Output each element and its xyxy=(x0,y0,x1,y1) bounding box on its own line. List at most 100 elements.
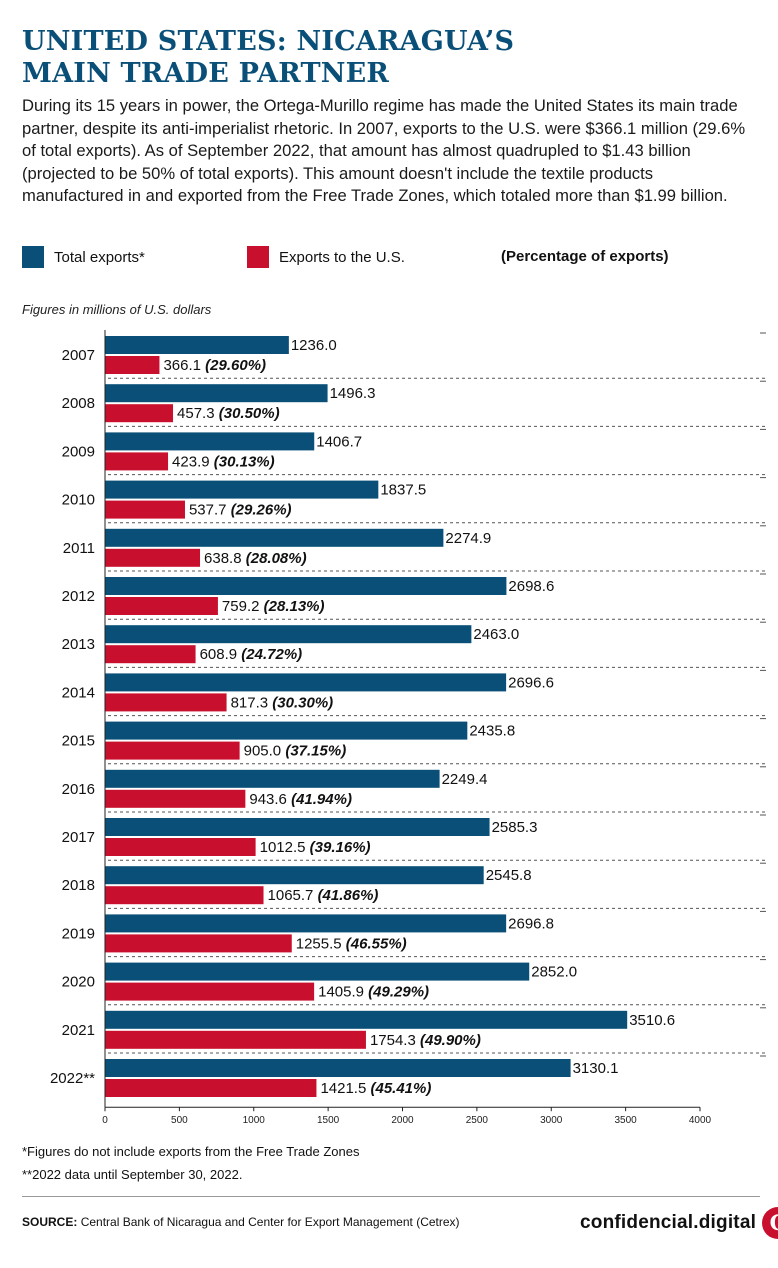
brand: confidencial.digital C xyxy=(580,1207,778,1239)
value-label-us-percent: (24.72%) xyxy=(241,646,302,663)
bar-us-exports xyxy=(105,500,185,519)
category-label: 2008 xyxy=(62,395,95,412)
source-line: SOURCE: Central Bank of Nicaragua and Ce… xyxy=(22,1215,460,1229)
value-label-us-percent: (29.60%) xyxy=(205,357,266,374)
value-label-us-amount: 608.9 xyxy=(200,646,242,663)
bar-us-exports xyxy=(105,693,227,712)
bar-us-exports xyxy=(105,1030,366,1049)
value-label-us: 608.9 (24.72%) xyxy=(200,646,303,663)
bar-us-exports xyxy=(105,548,201,567)
value-label-us-amount: 457.3 xyxy=(177,405,219,422)
value-label-us-amount: 1405.9 xyxy=(318,984,368,1001)
category-label: 2017 xyxy=(62,829,95,846)
value-label-us-amount: 423.9 xyxy=(172,453,214,470)
value-label-us-percent: (45.41%) xyxy=(370,1080,431,1097)
brand-logo-letter: C xyxy=(770,1210,778,1235)
value-label-us: 1065.7 (41.86%) xyxy=(268,887,379,904)
value-label-us-amount: 1065.7 xyxy=(268,887,318,904)
value-label-us-amount: 638.8 xyxy=(204,550,246,567)
bar-total-exports xyxy=(105,1059,571,1077)
value-label-us-amount: 943.6 xyxy=(249,791,291,808)
value-label-us: 423.9 (30.13%) xyxy=(172,453,275,470)
value-label-us-percent: (37.15%) xyxy=(285,743,346,760)
value-label-us: 817.3 (30.30%) xyxy=(231,694,334,711)
value-label-us: 457.3 (30.50%) xyxy=(177,405,280,422)
legend-percentage-note: (Percentage of exports) xyxy=(501,248,669,265)
value-label-total: 1837.5 xyxy=(380,482,426,499)
bar-us-exports xyxy=(105,934,292,953)
value-label-total: 2435.8 xyxy=(469,723,515,740)
value-label-us-percent: (30.13%) xyxy=(214,453,275,470)
category-label: 2015 xyxy=(62,733,95,750)
bar-us-exports xyxy=(105,645,196,664)
value-label-total: 1406.7 xyxy=(316,433,362,450)
value-label-total: 2696.6 xyxy=(508,674,554,691)
value-label-us: 1255.5 (46.55%) xyxy=(296,935,407,952)
category-label: 2009 xyxy=(62,443,95,460)
value-label-us: 1405.9 (49.29%) xyxy=(318,984,429,1001)
value-label-us-amount: 759.2 xyxy=(222,598,264,615)
category-label: 2007 xyxy=(62,347,95,364)
intro-paragraph: During its 15 years in power, the Ortega… xyxy=(22,96,746,205)
value-label-us: 1421.5 (45.41%) xyxy=(320,1080,431,1097)
x-tick-label: 2000 xyxy=(391,1115,414,1126)
bar-total-exports xyxy=(105,914,507,933)
value-label-us-percent: (39.16%) xyxy=(310,839,371,856)
bar-total-exports xyxy=(105,769,440,788)
value-label-us-amount: 1255.5 xyxy=(296,935,346,952)
category-label: 2022** xyxy=(50,1070,95,1087)
bar-total-exports xyxy=(105,384,328,403)
bar-total-exports xyxy=(105,336,289,354)
value-label-us-amount: 905.0 xyxy=(244,743,286,760)
value-label-us-percent: (28.08%) xyxy=(246,550,307,567)
bar-us-exports xyxy=(105,452,169,471)
bar-us-exports xyxy=(105,356,160,374)
legend-total: Total exports* xyxy=(22,246,145,268)
x-tick-label: 4000 xyxy=(689,1115,712,1126)
value-label-us-percent: (30.30%) xyxy=(272,694,333,711)
value-label-total: 2696.8 xyxy=(508,915,554,932)
value-label-us: 1754.3 (49.90%) xyxy=(370,1032,481,1049)
bar-us-exports xyxy=(105,982,315,1001)
footnote-2: **2022 data until September 30, 2022. xyxy=(22,1167,243,1182)
value-label-total: 3130.1 xyxy=(573,1060,619,1077)
legend-us-label: Exports to the U.S. xyxy=(279,248,405,266)
value-label-total: 1496.3 xyxy=(330,385,376,402)
source-text: Central Bank of Nicaragua and Center for… xyxy=(80,1215,460,1229)
bar-total-exports xyxy=(105,577,507,595)
value-label-us: 905.0 (37.15%) xyxy=(244,743,347,760)
value-label-us: 943.6 (41.94%) xyxy=(249,791,352,808)
value-label-us-amount: 1012.5 xyxy=(260,839,310,856)
brand-name: confidencial.digital xyxy=(580,1212,757,1233)
category-label: 2018 xyxy=(62,877,95,894)
value-label-us-percent: (46.55%) xyxy=(346,935,407,952)
legend-us: Exports to the U.S. xyxy=(247,246,405,268)
value-label-total: 2249.4 xyxy=(442,771,488,788)
value-label-total: 1236.0 xyxy=(291,337,337,354)
legend-total-label: Total exports* xyxy=(54,248,145,266)
bar-us-exports xyxy=(105,886,264,905)
category-label: 2012 xyxy=(62,588,95,605)
value-label-us-percent: (29.26%) xyxy=(231,502,292,519)
x-tick-label: 3000 xyxy=(540,1115,563,1126)
page-title: UNITED STATES: NICARAGUA’S MAIN TRADE PA… xyxy=(22,26,722,90)
brand-logo-icon: C xyxy=(762,1207,778,1239)
value-label-us: 537.7 (29.26%) xyxy=(189,502,292,519)
bar-total-exports xyxy=(105,818,490,836)
category-label: 2021 xyxy=(62,1022,95,1039)
source-divider xyxy=(22,1196,760,1197)
bar-chart: 2007 1236.0 366.1 (29.60%) 2008 1496.3 457.3 … xyxy=(50,330,766,1126)
category-label: 2011 xyxy=(63,540,95,557)
value-label-us-percent: (41.94%) xyxy=(291,791,352,808)
value-label-us-amount: 1421.5 xyxy=(320,1080,370,1097)
x-tick-label: 500 xyxy=(171,1115,188,1126)
bar-us-exports xyxy=(105,789,246,808)
category-label: 2014 xyxy=(62,684,95,701)
value-label-us-percent: (30.50%) xyxy=(219,405,280,422)
value-label-us: 759.2 (28.13%) xyxy=(222,598,325,615)
value-label-us: 1012.5 (39.16%) xyxy=(260,839,371,856)
value-label-total: 2274.9 xyxy=(445,530,491,547)
value-label-us-amount: 366.1 xyxy=(163,357,205,374)
legend-total-swatch xyxy=(22,246,44,268)
bar-us-exports xyxy=(105,404,174,423)
